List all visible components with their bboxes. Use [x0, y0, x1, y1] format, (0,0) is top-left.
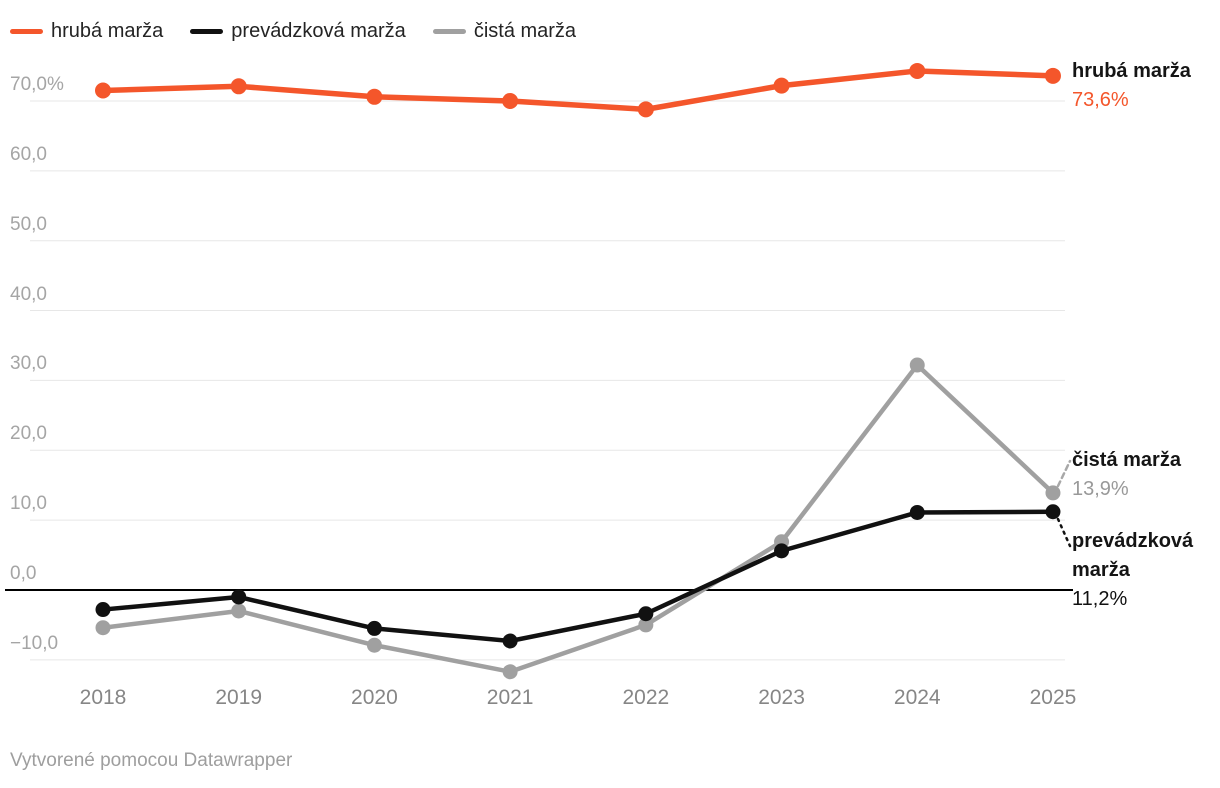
legend-label: čistá marža [473, 20, 577, 42]
data-point [366, 637, 382, 653]
data-point [366, 88, 383, 105]
x-axis-tick-label: 2021 [486, 686, 534, 709]
data-point [502, 633, 518, 649]
series-line-cista [100, 362, 1056, 674]
x-axis-tick-label: 2025 [1029, 686, 1077, 709]
x-axis-tick-label: 2019 [215, 686, 263, 709]
series-line-prevadzkova [100, 509, 1056, 644]
y-axis-tick-label: 50,0 [10, 213, 47, 235]
data-point [1045, 504, 1061, 520]
legend-item-prevadzkova-marza: prevádzková marža [190, 20, 406, 42]
data-point [231, 603, 247, 619]
chart-legend: hrubá marža prevádzková marža čistá marž… [10, 20, 576, 42]
legend-item-cista-marza: čistá marža [432, 20, 577, 42]
end-label-hruba-marza: hrubá marža 73,6% [1072, 57, 1220, 115]
end-label-cista-marza: čistá marža 13,9% [1072, 446, 1220, 504]
x-axis-tick-label: 2024 [893, 686, 941, 709]
leader-line-prevadzkova [1056, 517, 1072, 548]
data-point [637, 101, 654, 118]
data-point [502, 92, 519, 109]
data-point [909, 357, 925, 373]
data-point [773, 77, 790, 94]
data-point [366, 620, 382, 636]
x-axis-tick-label: 2022 [622, 686, 670, 709]
end-label-name: prevádzková marža [1072, 530, 1194, 581]
y-axis-tick-label: 70,0% [10, 73, 64, 95]
end-label-name: hrubá marža [1072, 60, 1191, 82]
end-label-name: čistá marža [1072, 449, 1181, 471]
leader-line-cista [1056, 459, 1072, 488]
y-axis-tick-label: 30,0 [10, 353, 47, 375]
y-axis-tick-label: 10,0 [10, 493, 47, 515]
y-axis-tick-label: 0,0 [10, 563, 37, 584]
data-point [95, 82, 111, 99]
y-axis-tick-label: −10,0 [10, 632, 59, 654]
legend-swatch-hruba-marza [10, 28, 43, 34]
x-axis-tick-label: 2023 [758, 686, 805, 709]
legend-swatch-cista-marza [432, 28, 466, 34]
data-point [502, 664, 518, 680]
data-point [638, 606, 654, 622]
datawrapper-credit: Vytvorené pomocou Datawrapper [10, 750, 293, 771]
end-label-prevadzkova-marza: prevádzková marža 11,2% [1072, 527, 1220, 614]
data-point [95, 602, 111, 618]
data-point [774, 543, 790, 559]
end-label-value: 13,9% [1072, 478, 1129, 500]
data-point [909, 62, 926, 79]
data-point [638, 617, 654, 633]
data-point [231, 589, 247, 605]
data-point [1045, 485, 1061, 501]
y-axis-tick-label: 20,0 [10, 423, 47, 445]
data-point [230, 78, 247, 95]
legend-item-hruba-marza: hrubá marža [10, 20, 163, 42]
legend-label: prevádzková marža [231, 20, 406, 42]
x-axis-tick-label: 2018 [79, 686, 127, 709]
data-point [909, 504, 925, 520]
legend-label: hrubá marža [51, 20, 164, 42]
end-label-value: 11,2% [1072, 588, 1128, 610]
series-line-hruba [100, 68, 1056, 113]
end-label-value: 73,6% [1072, 89, 1129, 111]
y-axis-tick-label: 60,0 [10, 143, 47, 165]
x-axis-tick-label: 2020 [351, 686, 398, 709]
data-point [95, 620, 111, 636]
data-point [1044, 67, 1061, 84]
y-axis-tick-label: 40,0 [10, 283, 47, 305]
legend-swatch-prevadzkova-marza [190, 28, 224, 34]
